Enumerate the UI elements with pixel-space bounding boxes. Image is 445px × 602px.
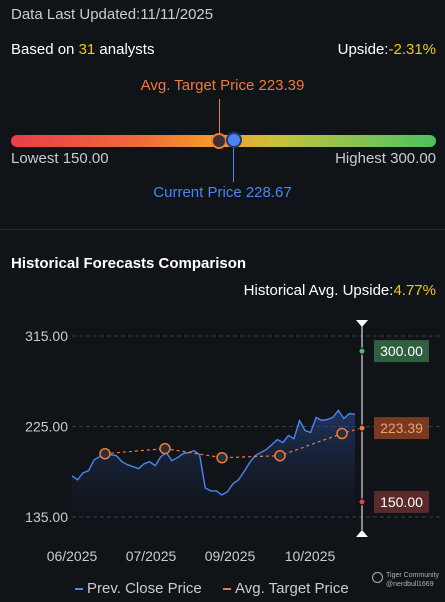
legend-avg-target-swatch: [223, 587, 231, 590]
avg-target-point[interactable]: [216, 451, 228, 464]
legend-avg-target[interactable]: Avg. Target Price: [223, 580, 349, 597]
current-price-marker: [226, 132, 242, 148]
y-tick-label: 315.00: [25, 328, 68, 344]
current-price-tick: [233, 148, 234, 182]
avg-target-tick: [219, 99, 220, 135]
y-tick-label: 135.00: [25, 509, 68, 525]
range-label-box: [374, 417, 429, 440]
avg-target-price-label: Avg. Target Price 223.39: [140, 77, 305, 94]
x-tick-label: 06/2025: [47, 548, 98, 564]
range-point: [358, 424, 366, 432]
legend-prev-close[interactable]: Prev. Close Price: [75, 580, 202, 597]
section-divider: [0, 229, 445, 230]
range-point: [358, 347, 366, 355]
avg-target-point[interactable]: [336, 427, 348, 440]
legend-prev-close-swatch: [75, 587, 83, 590]
x-tick-label: 10/2025: [285, 548, 336, 564]
avg-target-points: [99, 427, 348, 464]
y-axis: 315.00 225.00 135.00: [25, 328, 68, 525]
current-price-label: Current Price 228.67: [153, 184, 292, 201]
range-bottom-arrow-icon: [356, 530, 368, 537]
avg-target-point[interactable]: [274, 449, 286, 462]
historical-upside-value: 4.77%: [393, 282, 436, 299]
forecast-range-marker: [356, 320, 368, 537]
prev-close-line: [71, 409, 356, 496]
avg-target-line: [104, 427, 362, 459]
range-point: [358, 498, 366, 506]
range-label-box: [374, 490, 429, 513]
analyst-summary-row: Based on 31 analysts Upside:-2.31%: [11, 41, 436, 58]
x-tick-label: 07/2025: [126, 548, 177, 564]
last-updated-text: Data Last Updated:11/11/2025: [11, 6, 214, 23]
lowest-price-label: Lowest 150.00: [11, 150, 109, 167]
analyst-count: 31: [78, 41, 96, 58]
forecast-range-labels: 300.00 223.39 150.00: [374, 340, 429, 513]
tiger-logo-icon: [372, 572, 383, 583]
range-label-text: 300.00: [380, 343, 423, 359]
prev-close-area: [72, 410, 355, 517]
avg-target-marker: [211, 133, 227, 149]
historical-forecasts-title: Historical Forecasts Comparison: [11, 255, 247, 272]
range-top-arrow-icon: [356, 320, 368, 327]
highest-price-label: Highest 300.00: [335, 150, 436, 167]
y-tick-label: 225.00: [25, 419, 68, 435]
avg-target-point[interactable]: [99, 447, 111, 460]
range-label-box: [374, 340, 429, 363]
historical-forecast-chart[interactable]: 315.00 225.00 135.00 06/2025 07/2025 09/2025…: [0, 310, 445, 578]
analyst-count-text: Based on 31 analysts: [11, 41, 155, 58]
upside-value: -2.31%: [388, 41, 436, 58]
upside-text: Upside:-2.31%: [337, 41, 436, 58]
range-label-text: 150.00: [380, 494, 423, 510]
avg-target-point[interactable]: [159, 442, 171, 455]
historical-upside-text: Historical Avg. Upside:4.77%: [243, 282, 436, 299]
range-label-text: 223.39: [380, 420, 423, 436]
x-tick-label: 09/2025: [205, 548, 256, 564]
x-axis: 06/2025 07/2025 09/2025 10/2025: [47, 548, 336, 564]
